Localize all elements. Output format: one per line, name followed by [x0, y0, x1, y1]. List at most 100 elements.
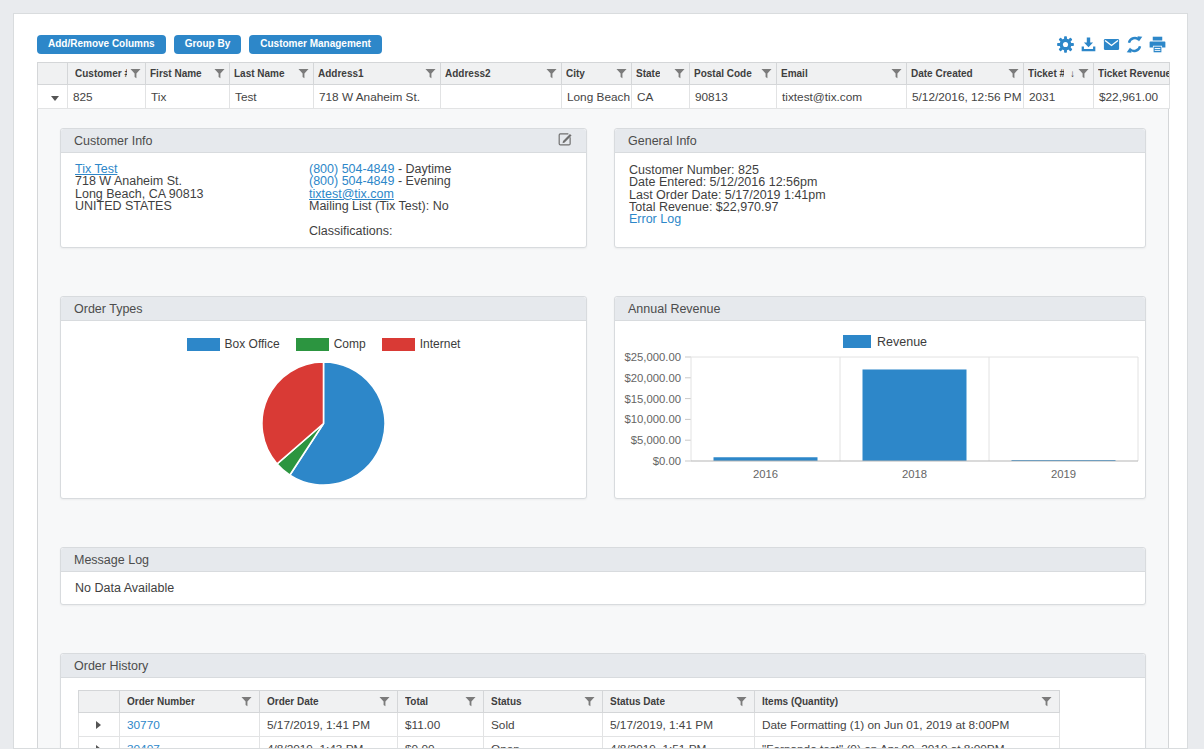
- cell-postal-code: 90813: [690, 85, 777, 109]
- customer-management-button[interactable]: Customer Management: [249, 35, 382, 54]
- expand-caret-icon[interactable]: [96, 721, 101, 729]
- annual-revenue-header: Annual Revenue: [615, 297, 1145, 321]
- filter-icon[interactable]: [584, 696, 595, 707]
- filter-icon[interactable]: [736, 696, 747, 707]
- panel-title: General Info: [628, 134, 697, 148]
- filter-icon[interactable]: [379, 696, 390, 707]
- order-history-header-row: Order Number Order Date Total Status Sta…: [79, 691, 1060, 713]
- svg-text:2018: 2018: [902, 468, 927, 480]
- cell-customer-number: 825: [68, 85, 146, 109]
- col-label: Postal Code: [694, 68, 752, 79]
- col-label: Address2: [445, 68, 491, 79]
- oh-header-order-number[interactable]: Order Number: [120, 691, 260, 713]
- grid-header-expander: [38, 63, 68, 85]
- print-icon[interactable]: [1148, 35, 1167, 54]
- filter-icon[interactable]: [674, 68, 685, 79]
- grid-header-address1[interactable]: Address1: [314, 63, 441, 85]
- order-number-link[interactable]: 30407: [127, 742, 160, 749]
- grid-header-first-name[interactable]: First Name: [146, 63, 230, 85]
- legend-item: Comp: [296, 337, 366, 351]
- expand-caret-icon[interactable]: [96, 745, 101, 749]
- filter-icon[interactable]: [465, 696, 476, 707]
- oh-cell-status-date: 4/8/2019, 1:51 PM: [603, 737, 755, 749]
- legend-swatch: [382, 338, 415, 351]
- svg-text:$0.00: $0.00: [653, 455, 681, 467]
- oh-header-order-date[interactable]: Order Date: [260, 691, 398, 713]
- order-types-pie-chart: [260, 360, 387, 487]
- oh-header-status-date[interactable]: Status Date: [603, 691, 755, 713]
- filter-icon[interactable]: [891, 68, 902, 79]
- svg-text:$10,000.00: $10,000.00: [624, 413, 681, 425]
- legend-item: Box Office: [187, 337, 280, 351]
- grid-header-ticket-number[interactable]: Ticket # ↓: [1024, 63, 1094, 85]
- grid-header-city[interactable]: City: [562, 63, 632, 85]
- message-log-panel: Message Log No Data Available: [60, 547, 1146, 605]
- order-row: 30770 5/17/2019, 1:41 PM $11.00 Sold 5/1…: [79, 713, 1060, 737]
- row-expander-cell[interactable]: [38, 85, 68, 109]
- order-types-header: Order Types: [61, 297, 586, 321]
- col-label: Ticket #: [1028, 68, 1064, 79]
- general-info-panel: General Info Customer Number: 825 Date E…: [614, 128, 1146, 248]
- message-log-empty-text: No Data Available: [61, 572, 1145, 604]
- edit-customer-icon[interactable]: [557, 131, 573, 150]
- grid-header-customer-number[interactable]: Customer #: [68, 63, 146, 85]
- grid-header-state[interactable]: State: [632, 63, 690, 85]
- message-log-header: Message Log: [61, 548, 1145, 572]
- error-log-link[interactable]: Error Log: [629, 212, 681, 226]
- oh-cell-order-date: 4/8/2019, 1:43 PM: [260, 737, 398, 749]
- refresh-icon[interactable]: [1125, 35, 1144, 54]
- email-icon[interactable]: [1102, 35, 1121, 54]
- cell-address2: [441, 85, 562, 109]
- svg-text:2019: 2019: [1051, 468, 1076, 480]
- settings-gear-icon[interactable]: [1056, 35, 1075, 54]
- grid-header-address2[interactable]: Address2: [441, 63, 562, 85]
- toolbar: Add/Remove Columns Group By Customer Man…: [37, 34, 1169, 54]
- grid-header-last-name[interactable]: Last Name: [230, 63, 314, 85]
- grid-header-date-created[interactable]: Date Created: [907, 63, 1024, 85]
- filter-icon[interactable]: [298, 68, 309, 79]
- grid-header-row: Customer # First Name Last Name Address1…: [38, 63, 1170, 85]
- row-detail-section: Customer Info Tix Test 718 W Anaheim St.…: [37, 109, 1169, 749]
- sort-desc-icon: ↓: [1070, 68, 1075, 79]
- add-remove-columns-button[interactable]: Add/Remove Columns: [37, 35, 166, 54]
- oh-expander-cell[interactable]: [79, 737, 120, 749]
- oh-header-items[interactable]: Items (Quantity): [755, 691, 1060, 713]
- filter-icon[interactable]: [1078, 68, 1089, 79]
- filter-icon[interactable]: [130, 68, 141, 79]
- col-label: Order Date: [267, 696, 319, 707]
- cell-date-created: 5/12/2016, 12:56 PM: [907, 85, 1024, 109]
- oh-cell-items: "Fernando test" (0) on Apr 09, 2019 at 8…: [755, 737, 1060, 749]
- filter-icon[interactable]: [546, 68, 557, 79]
- filter-icon[interactable]: [1008, 68, 1019, 79]
- order-number-link[interactable]: 30770: [127, 718, 160, 732]
- download-icon[interactable]: [1079, 35, 1098, 54]
- svg-text:$25,000.00: $25,000.00: [624, 351, 681, 363]
- classifications-label: Classifications:: [309, 225, 586, 237]
- col-label: Order Number: [127, 696, 195, 707]
- grid-header-ticket-revenue[interactable]: Ticket Revenue: [1094, 63, 1170, 85]
- address-line: UNITED STATES: [75, 200, 309, 212]
- group-by-button[interactable]: Group By: [174, 35, 242, 54]
- oh-header-total[interactable]: Total: [398, 691, 484, 713]
- filter-icon[interactable]: [1041, 696, 1052, 707]
- oh-cell-status: Open: [484, 737, 603, 749]
- legend-item: Internet: [382, 337, 461, 351]
- cell-ticket-number: 2031: [1024, 85, 1094, 109]
- mailing-list-text: Mailing List (Tix Test): No: [309, 200, 586, 212]
- general-info-header: General Info: [615, 129, 1145, 153]
- filter-icon[interactable]: [425, 68, 436, 79]
- filter-icon[interactable]: [214, 68, 225, 79]
- general-info-line: Date Entered: 5/12/2016 12:56pm: [629, 176, 1145, 188]
- customer-grid: Customer # First Name Last Name Address1…: [37, 62, 1170, 109]
- filter-icon[interactable]: [241, 696, 252, 707]
- oh-header-status[interactable]: Status: [484, 691, 603, 713]
- grid-header-email[interactable]: Email: [777, 63, 907, 85]
- collapse-caret-icon[interactable]: [51, 96, 59, 101]
- filter-icon[interactable]: [761, 68, 772, 79]
- filter-icon[interactable]: [616, 68, 627, 79]
- oh-expander-cell[interactable]: [79, 713, 120, 737]
- svg-text:$15,000.00: $15,000.00: [624, 393, 681, 405]
- oh-cell-total: $11.00: [398, 713, 484, 737]
- grid-header-postal-code[interactable]: Postal Code: [690, 63, 777, 85]
- oh-cell-items: Date Formatting (1) on Jun 01, 2019 at 8…: [755, 713, 1060, 737]
